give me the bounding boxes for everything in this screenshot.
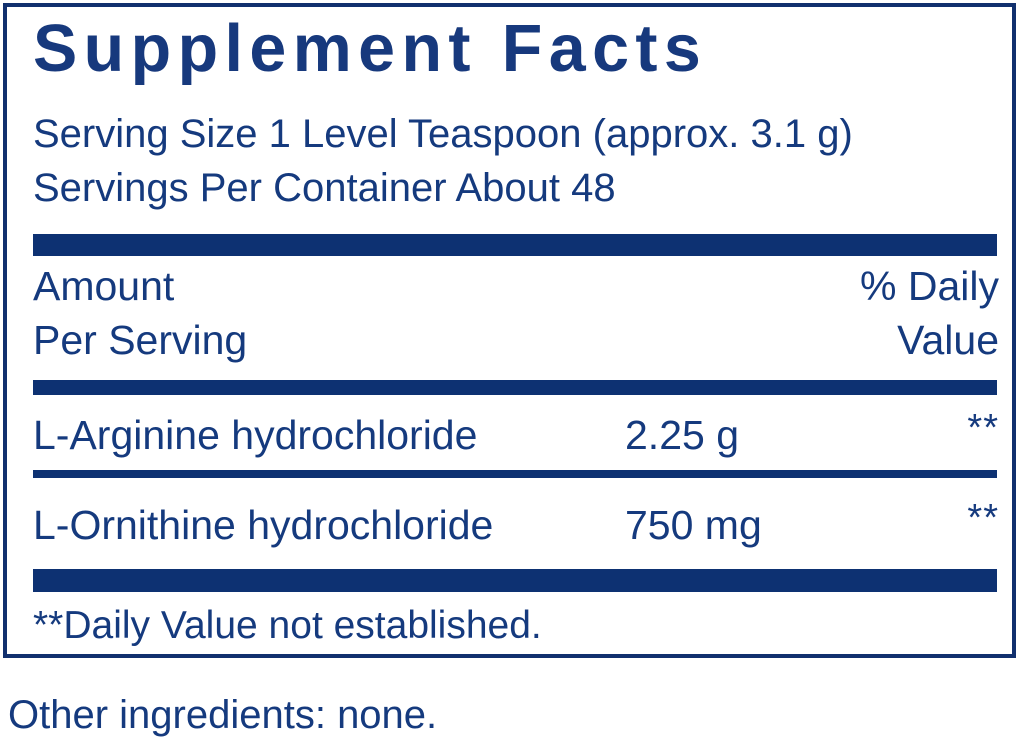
daily-value-label-line2: Value bbox=[897, 317, 999, 363]
ingredient-name: L-Ornithine hydrochloride bbox=[33, 502, 494, 548]
rule-above-amount-header bbox=[33, 234, 997, 256]
supplement-facts-panel: Supplement Facts Serving Size 1 Level Te… bbox=[3, 3, 1016, 658]
other-ingredients-line: Other ingredients: none. bbox=[8, 693, 438, 737]
serving-info: Serving Size 1 Level Teaspoon (approx. 3… bbox=[33, 107, 1013, 215]
amount-label-line1: Amount bbox=[33, 263, 175, 309]
rule-below-amount-header bbox=[33, 380, 997, 395]
amount-header-row: Amount Per Serving % Daily Value bbox=[33, 259, 999, 377]
daily-value-label: % Daily Value bbox=[860, 259, 999, 367]
ingredient-name: L-Arginine hydrochloride bbox=[33, 412, 478, 458]
ingredient-row: L-Ornithine hydrochloride 750 mg ** bbox=[33, 495, 999, 557]
amount-label-line2: Per Serving bbox=[33, 317, 248, 363]
amount-per-serving-label: Amount Per Serving bbox=[33, 259, 247, 367]
panel-title: Supplement Facts bbox=[33, 11, 708, 86]
ingredient-daily-value: ** bbox=[967, 497, 999, 539]
ingredient-amount: 2.25 g bbox=[625, 412, 739, 458]
daily-value-footnote: **Daily Value not established. bbox=[33, 604, 542, 647]
ingredient-daily-value: ** bbox=[967, 407, 999, 449]
rule-between-ingredients bbox=[33, 470, 997, 478]
ingredient-row: L-Arginine hydrochloride 2.25 g ** bbox=[33, 405, 999, 467]
servings-per-container-line: Servings Per Container About 48 bbox=[33, 166, 616, 210]
ingredient-amount: 750 mg bbox=[625, 502, 762, 548]
serving-size-line: Serving Size 1 Level Teaspoon (approx. 3… bbox=[33, 112, 853, 156]
rule-above-footnote bbox=[33, 569, 997, 592]
daily-value-label-line1: % Daily bbox=[860, 263, 999, 309]
panel-inner: Supplement Facts Serving Size 1 Level Te… bbox=[31, 7, 999, 654]
